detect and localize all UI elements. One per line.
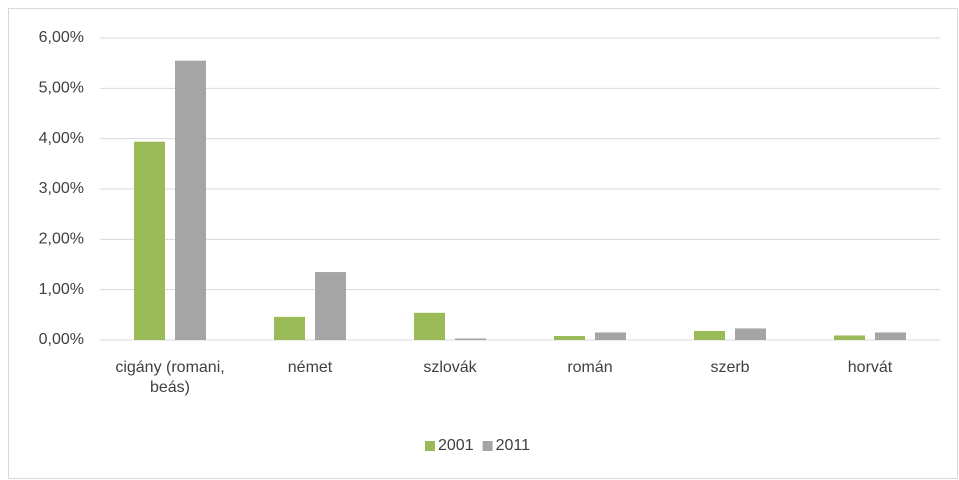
bar <box>455 338 486 340</box>
bar <box>175 60 206 341</box>
x-tick-label: cigány (romani, beás) <box>115 359 225 396</box>
legend-swatch <box>425 441 435 451</box>
x-tick-label: német <box>287 359 333 376</box>
bar <box>834 335 865 340</box>
x-tick-label: szlovák <box>423 359 477 376</box>
chart-frame <box>8 8 958 479</box>
y-tick-label: 0,00% <box>39 331 84 348</box>
y-tick-label: 3,00% <box>39 180 84 197</box>
x-tick-label: szerb <box>710 359 750 376</box>
y-tick-label: 6,00% <box>39 29 84 46</box>
bar <box>875 332 906 340</box>
bar <box>595 332 626 340</box>
legend-label: 2001 <box>438 437 474 454</box>
x-tick-label: román <box>567 359 613 376</box>
y-tick-label: 2,00% <box>39 231 84 248</box>
bar <box>274 316 305 340</box>
y-tick-label: 5,00% <box>39 80 84 97</box>
legend-swatch <box>482 441 493 451</box>
bar <box>735 328 766 340</box>
x-tick-label: horvát <box>847 359 893 376</box>
y-tick-label: 4,00% <box>39 130 84 147</box>
bar <box>694 330 725 340</box>
bar <box>414 312 445 340</box>
y-tick-label: 1,00% <box>39 281 84 298</box>
bar <box>315 272 346 340</box>
bar <box>134 141 165 340</box>
bar <box>554 335 585 340</box>
legend-label: 2011 <box>496 437 531 454</box>
